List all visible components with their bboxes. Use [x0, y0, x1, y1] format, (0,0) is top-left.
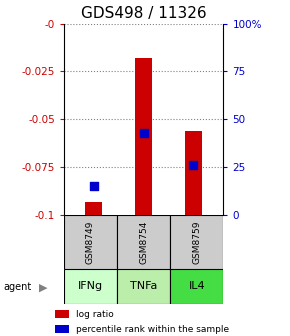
Bar — [170, 215, 223, 269]
Text: ▶: ▶ — [39, 282, 48, 292]
Title: GDS498 / 11326: GDS498 / 11326 — [81, 6, 206, 21]
Text: GSM8754: GSM8754 — [139, 220, 148, 264]
Text: percentile rank within the sample: percentile rank within the sample — [76, 325, 229, 334]
Text: GSM8759: GSM8759 — [192, 220, 201, 264]
Point — [191, 163, 196, 168]
Text: IFNg: IFNg — [78, 282, 103, 291]
Point — [91, 184, 96, 189]
Bar — [55, 325, 69, 333]
Bar — [117, 269, 170, 304]
Bar — [85, 202, 102, 215]
Bar — [185, 131, 202, 215]
Text: GSM8749: GSM8749 — [86, 220, 95, 264]
Bar — [64, 269, 117, 304]
Point — [141, 130, 146, 135]
Text: log ratio: log ratio — [76, 310, 114, 319]
Text: agent: agent — [3, 282, 31, 292]
Text: IL4: IL4 — [188, 282, 205, 291]
Bar — [170, 269, 223, 304]
Bar — [64, 215, 117, 269]
Text: TNFa: TNFa — [130, 282, 157, 291]
Bar — [135, 58, 152, 215]
Bar — [55, 310, 69, 318]
Bar — [117, 215, 170, 269]
